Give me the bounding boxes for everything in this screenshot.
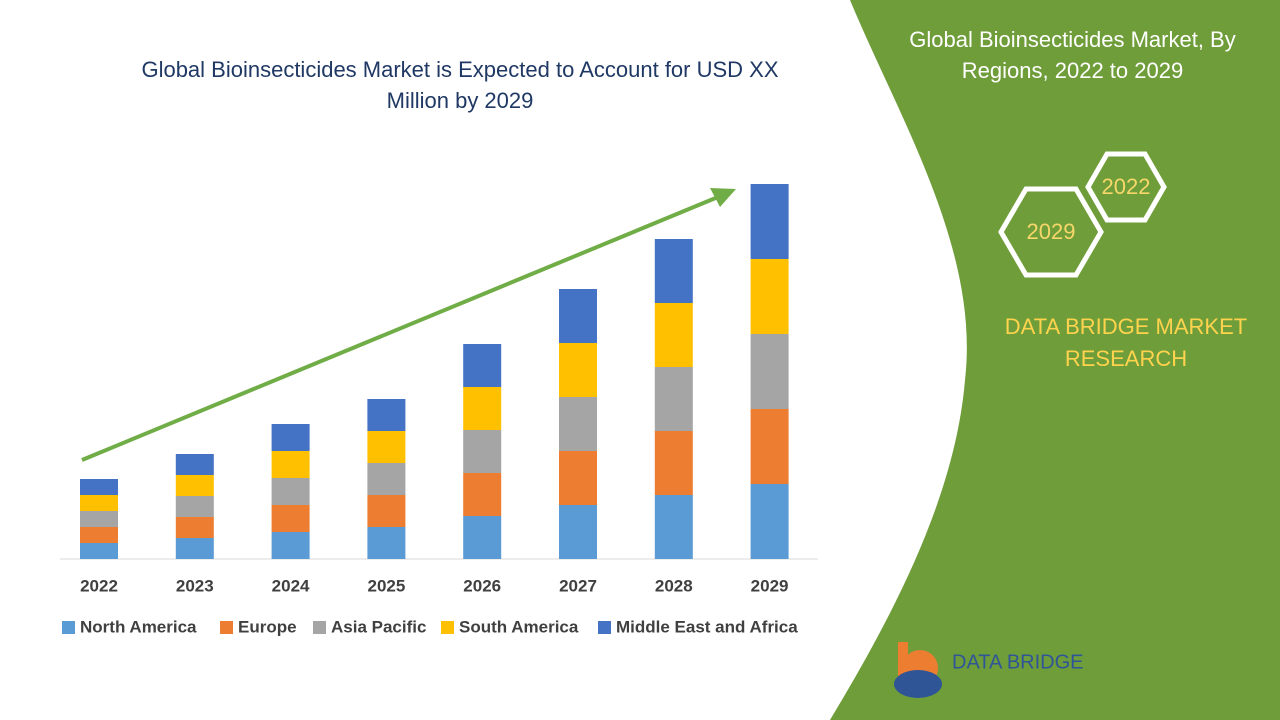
bar-segment xyxy=(750,259,789,334)
legend-swatch xyxy=(220,621,233,634)
bar-segment xyxy=(559,451,597,505)
bar-segment xyxy=(654,495,693,559)
x-tick-label: 2029 xyxy=(751,576,789,595)
x-tick-label: 2023 xyxy=(176,576,214,595)
hexagon xyxy=(998,186,1104,278)
bar-segment xyxy=(367,399,406,431)
x-tick-label: 2025 xyxy=(367,576,405,595)
legend-label: Asia Pacific xyxy=(331,617,426,636)
bar-segment xyxy=(80,495,118,511)
bar-segment xyxy=(80,511,118,527)
bar-segment xyxy=(271,478,310,505)
bar-segment xyxy=(80,543,118,559)
bar-segment xyxy=(654,367,693,431)
bar-segment xyxy=(654,303,693,367)
bar-segment xyxy=(463,516,502,559)
legend-label: Europe xyxy=(238,617,297,636)
legend-label: South America xyxy=(459,617,579,636)
chart-title: Global Bioinsecticides Market is Expecte… xyxy=(141,57,779,113)
x-tick-label: 2026 xyxy=(463,576,501,595)
panel-title: Global Bioinsecticides Market, By Region… xyxy=(909,27,1236,83)
bar-segment xyxy=(175,454,214,475)
bar-segment xyxy=(80,527,118,543)
bar-segment xyxy=(750,334,789,409)
bar-segment xyxy=(463,344,502,387)
x-tick-label: 2022 xyxy=(80,576,118,595)
x-tick-label: 2028 xyxy=(655,576,693,595)
hex-year: 2022 xyxy=(1102,174,1151,199)
bar-segment xyxy=(559,505,597,559)
bar-segment xyxy=(750,409,789,484)
legend-label: Middle East and Africa xyxy=(616,617,798,636)
bar-segment xyxy=(367,495,406,527)
legend-swatch xyxy=(62,621,75,634)
bar-segment xyxy=(80,479,118,495)
legend-swatch xyxy=(441,621,454,634)
bar-segment xyxy=(271,505,310,532)
logo-text: DATA BRIDGE xyxy=(952,651,1084,673)
bar-segment xyxy=(271,532,310,559)
logo: DATA BRIDGE xyxy=(894,642,1084,698)
x-tick-label: 2027 xyxy=(559,576,597,595)
arrow-head xyxy=(710,188,736,207)
bar-segment xyxy=(654,431,693,495)
green-panel xyxy=(830,0,1280,720)
bar-segment xyxy=(559,289,597,343)
bar-segment xyxy=(750,184,789,259)
bar-segment xyxy=(559,343,597,397)
legend-swatch xyxy=(313,621,326,634)
bar-segment xyxy=(175,517,214,538)
bar-segment xyxy=(175,496,214,517)
bar-segment xyxy=(750,484,789,559)
legend-swatch xyxy=(598,621,611,634)
hex-year: 2029 xyxy=(1027,219,1076,244)
bar-segment xyxy=(463,430,502,473)
bar-segment xyxy=(654,239,693,303)
bar-segment xyxy=(559,397,597,451)
trend-arrow xyxy=(81,195,719,462)
bar-segment xyxy=(271,424,310,451)
bar-segment xyxy=(463,387,502,430)
bar-segment xyxy=(463,473,502,516)
brand: DATA BRIDGE MARKET RESEARCH xyxy=(1004,314,1248,371)
bar-segment xyxy=(175,475,214,496)
legend-label: North America xyxy=(80,617,197,636)
bar-segment xyxy=(367,527,406,559)
x-tick-label: 2024 xyxy=(272,576,310,595)
bar-segment xyxy=(367,463,406,495)
hexagon xyxy=(1085,151,1167,223)
bar-segment xyxy=(175,538,214,559)
bar-segment xyxy=(271,451,310,478)
bar-segment xyxy=(367,431,406,463)
